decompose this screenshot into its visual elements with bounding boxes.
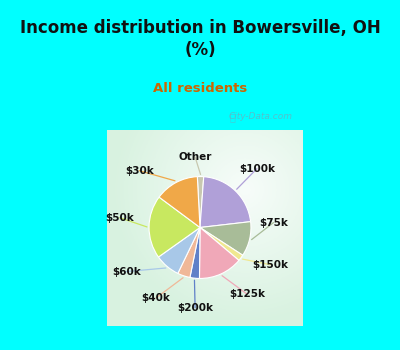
Wedge shape [159, 177, 200, 228]
Wedge shape [200, 222, 251, 255]
Text: ⓘ: ⓘ [230, 112, 235, 122]
Text: City-Data.com: City-Data.com [229, 112, 293, 121]
Text: $40k: $40k [142, 293, 170, 303]
Wedge shape [200, 177, 251, 228]
Wedge shape [197, 176, 204, 228]
Text: $30k: $30k [125, 166, 154, 176]
Text: $50k: $50k [105, 213, 134, 223]
Text: Income distribution in Bowersville, OH
(%): Income distribution in Bowersville, OH (… [20, 19, 380, 59]
Wedge shape [178, 228, 200, 278]
Wedge shape [190, 228, 200, 279]
Wedge shape [200, 228, 239, 279]
Wedge shape [158, 228, 200, 273]
Text: $75k: $75k [259, 218, 288, 228]
Text: $200k: $200k [177, 303, 213, 313]
Wedge shape [149, 197, 200, 257]
Text: $125k: $125k [229, 289, 265, 299]
Text: $150k: $150k [252, 260, 288, 270]
Text: All residents: All residents [153, 82, 247, 95]
Text: $60k: $60k [112, 267, 141, 276]
Text: $100k: $100k [239, 164, 275, 174]
Text: Other: Other [178, 152, 212, 162]
Wedge shape [200, 228, 243, 260]
